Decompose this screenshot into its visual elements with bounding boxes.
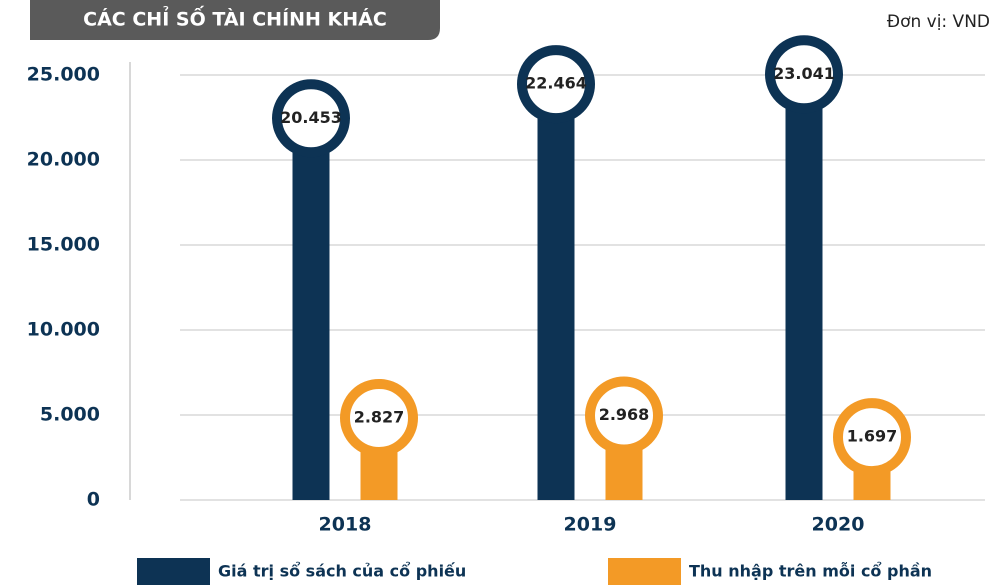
- y-tick-label: 5.000: [40, 404, 100, 426]
- value-bubble: [833, 398, 911, 477]
- value-bubble: [340, 378, 418, 457]
- legend-label: Giá trị sổ sách của cổ phiếu: [218, 562, 466, 581]
- data-label: 20.453: [280, 108, 342, 127]
- bar: [292, 152, 330, 500]
- legend-swatch: [137, 558, 210, 585]
- legend-label: Thu nhập trên mỗi cổ phần: [689, 562, 932, 581]
- legend-swatch: [608, 558, 681, 585]
- data-label: 1.697: [847, 427, 898, 446]
- x-tick-label: 2020: [812, 514, 865, 536]
- y-tick-label: 20.000: [27, 149, 100, 171]
- unit-label: Đơn vị: VND: [887, 12, 990, 32]
- y-tick-label: 10.000: [27, 319, 100, 341]
- data-label: 2.827: [354, 407, 405, 426]
- x-tick-label: 2019: [564, 514, 617, 536]
- bar: [360, 451, 398, 500]
- data-label: 2.968: [599, 405, 650, 424]
- bar: [605, 449, 643, 500]
- value-bubble: [585, 376, 663, 455]
- value-bubble: [765, 35, 843, 114]
- value-bubble: [517, 45, 595, 124]
- y-tick-label: 25.000: [27, 64, 100, 86]
- chart-title: CÁC CHỈ SỐ TÀI CHÍNH KHÁC: [83, 5, 387, 31]
- value-bubble: [272, 79, 350, 158]
- data-label: 23.041: [773, 64, 835, 83]
- y-tick-label: 0: [87, 489, 100, 511]
- title-banner: [30, 0, 440, 40]
- bar: [537, 118, 575, 500]
- y-tick-label: 15.000: [27, 234, 100, 256]
- data-label: 22.464: [525, 74, 587, 93]
- x-tick-label: 2018: [319, 514, 372, 536]
- bar: [785, 108, 823, 500]
